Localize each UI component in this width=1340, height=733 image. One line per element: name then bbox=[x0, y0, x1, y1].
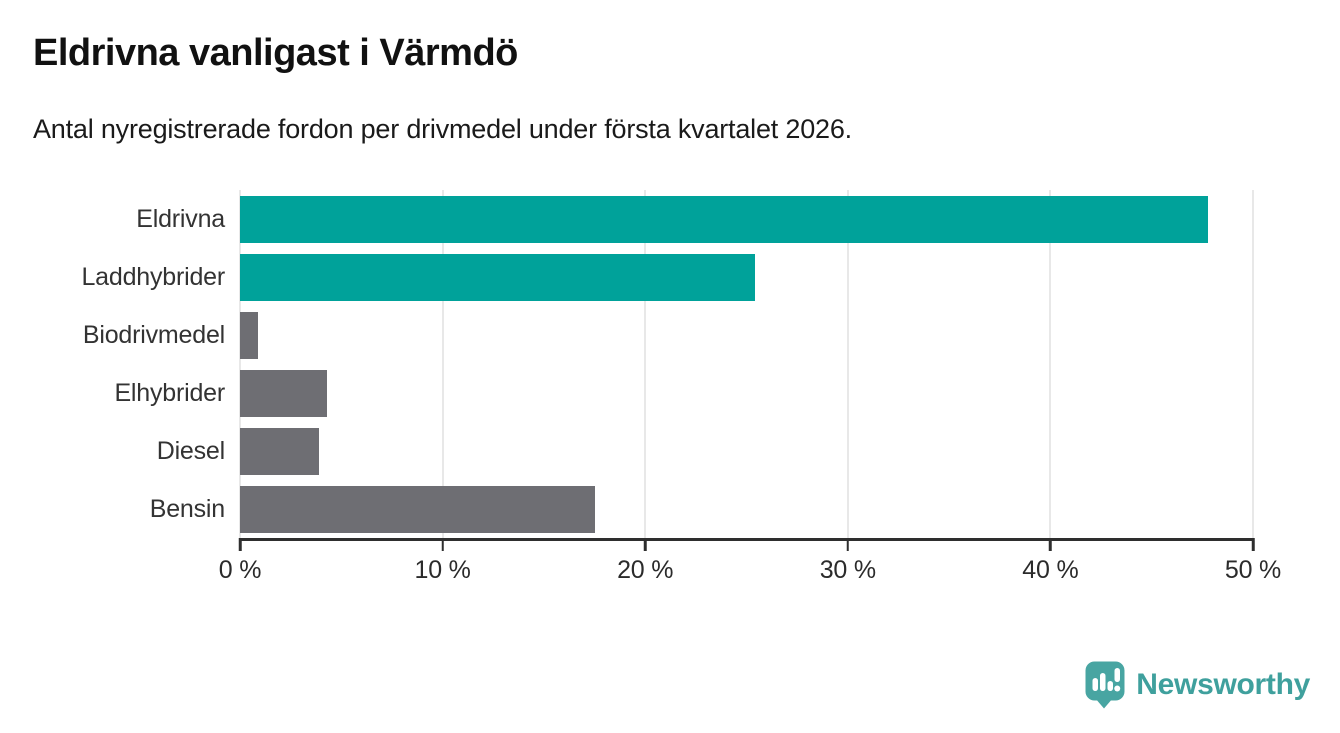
x-axis-tick-label: 10 % bbox=[414, 556, 471, 584]
x-axis-tick-label: 30 % bbox=[819, 556, 876, 584]
bar bbox=[240, 253, 755, 301]
bar bbox=[240, 195, 1209, 243]
category-label: Bensin bbox=[149, 494, 225, 523]
bar-row bbox=[240, 364, 1253, 422]
gridline bbox=[644, 190, 647, 538]
x-axis-tick bbox=[1049, 538, 1052, 551]
gridline bbox=[1252, 190, 1254, 538]
gridline bbox=[846, 190, 849, 538]
bar-row bbox=[240, 480, 1253, 538]
bar bbox=[240, 369, 328, 417]
category-labels: Eldrivna Laddhybrider Biodrivmedel Elhybrid… bbox=[0, 190, 240, 538]
bar bbox=[240, 485, 595, 533]
bar-row bbox=[240, 190, 1253, 248]
bars bbox=[240, 190, 1253, 538]
brand-name: Newsworthy bbox=[1136, 667, 1310, 701]
x-axis-tick bbox=[1251, 538, 1255, 551]
x-axis-tick bbox=[643, 538, 647, 551]
chart-title: Eldrivna vanligast i Värmdö bbox=[33, 32, 518, 74]
gridline bbox=[1049, 190, 1052, 538]
x-axis-tick-label: 0 % bbox=[218, 556, 262, 584]
bar-row bbox=[240, 248, 1253, 306]
bar-row bbox=[240, 422, 1253, 480]
x-axis-tick bbox=[238, 538, 242, 551]
x-axis-tick-label: 50 % bbox=[1224, 556, 1282, 584]
category-label: Elhybrider bbox=[114, 378, 225, 407]
bar bbox=[240, 427, 319, 475]
x-axis-line bbox=[239, 538, 1254, 541]
plot-area: 0 % 10 % 20 % 30 % 40 % 50 % bbox=[219, 190, 1281, 584]
x-axis-tick-label: 20 % bbox=[617, 556, 674, 584]
category-label: Biodrivmedel bbox=[82, 320, 225, 349]
newsworthy-brand: Newsworthy bbox=[1084, 660, 1310, 709]
x-axis-tick-label: 40 % bbox=[1022, 556, 1079, 584]
x-axis-tick bbox=[846, 538, 850, 551]
gridline bbox=[441, 190, 444, 538]
newsworthy-pin-barchart-icon bbox=[1085, 661, 1125, 709]
category-label: Diesel bbox=[156, 436, 225, 465]
category-label: Laddhybrider bbox=[81, 262, 225, 291]
x-axis-tick bbox=[441, 538, 444, 551]
bar-chart: Eldrivna Laddhybrider Biodrivmedel Elhybrid… bbox=[0, 190, 1340, 620]
category-label: Eldrivna bbox=[136, 204, 225, 233]
bar-row bbox=[240, 306, 1253, 364]
gridline bbox=[239, 190, 241, 538]
chart-subtitle: Antal nyregistrerade fordon per drivmede… bbox=[33, 114, 852, 144]
bar bbox=[240, 311, 259, 359]
